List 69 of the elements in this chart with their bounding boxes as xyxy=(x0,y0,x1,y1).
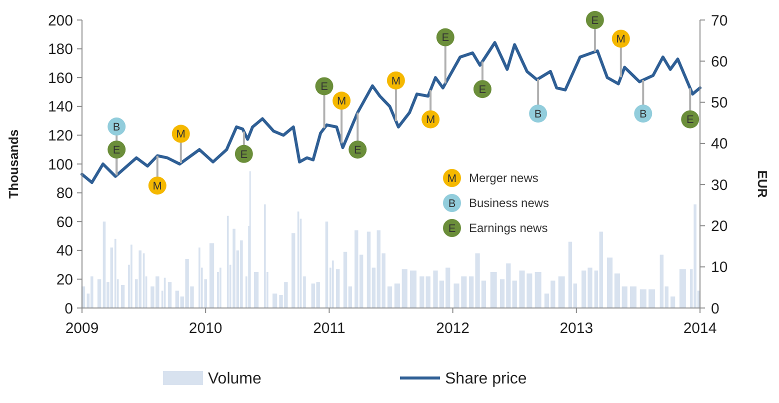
bar xyxy=(168,282,172,308)
bar xyxy=(420,276,424,308)
annotation: Merger news xyxy=(469,171,538,186)
annotation: E xyxy=(591,14,599,27)
bar xyxy=(90,276,94,308)
annotation: E xyxy=(320,81,328,94)
y-tick-label: 60 xyxy=(56,214,73,231)
annotation: Earnings news xyxy=(469,221,548,236)
y2-tick-label: 50 xyxy=(711,94,728,112)
y2-tick-label: 30 xyxy=(711,176,728,194)
bar xyxy=(512,280,517,308)
annotation: E xyxy=(686,114,694,126)
y2-tick-label: 0 xyxy=(711,300,720,318)
x-tick-label: 2013 xyxy=(560,320,594,337)
bar xyxy=(138,250,142,308)
annotation: M xyxy=(152,180,162,192)
bar xyxy=(426,276,430,308)
bar xyxy=(97,279,102,308)
annotation: B xyxy=(448,198,456,210)
bar xyxy=(670,296,676,308)
bar xyxy=(272,294,278,308)
bar xyxy=(120,284,125,308)
annotation: Business news xyxy=(469,196,550,210)
annotation: B xyxy=(112,121,120,134)
x-tick-label: 2012 xyxy=(436,320,470,337)
y2-tick-label: 10 xyxy=(711,259,728,276)
y2-tick-label: 20 xyxy=(711,218,728,235)
x-tick-label: 2010 xyxy=(188,320,222,337)
y-axis-title: Thousands xyxy=(6,129,21,199)
annotation: M xyxy=(176,128,186,141)
annotation: E xyxy=(478,84,486,96)
y-tick-label: 180 xyxy=(48,41,73,58)
y2-tick-label: 60 xyxy=(711,53,728,70)
bar xyxy=(240,240,243,308)
annotation: E xyxy=(354,144,362,156)
y2-tick-label: 40 xyxy=(711,136,728,153)
y-tick-label: 160 xyxy=(48,70,73,87)
bar xyxy=(209,243,214,308)
y2-axis-title: EUR xyxy=(755,170,770,198)
annotation: E xyxy=(240,148,248,161)
legend-label: Volume xyxy=(208,370,262,388)
legend-label: Share price xyxy=(445,370,527,388)
y-tick-label: 0 xyxy=(64,300,73,318)
bar xyxy=(254,272,259,308)
annotation: B xyxy=(639,108,647,120)
annotation: M xyxy=(391,75,401,88)
bar xyxy=(336,269,340,308)
y-tick-label: 40 xyxy=(56,242,73,260)
annotation: E xyxy=(112,144,120,156)
y-tick-label: 140 xyxy=(48,98,73,116)
x-tick-label: 2009 xyxy=(65,320,99,337)
annotation: B xyxy=(534,108,542,120)
y-tick-label: 120 xyxy=(48,127,73,144)
annotation: E xyxy=(448,222,456,235)
y-tick-label: 20 xyxy=(56,271,73,288)
annotation: M xyxy=(616,34,626,46)
annotation: M xyxy=(336,95,346,108)
bar xyxy=(232,228,236,308)
y2-tick-label: 70 xyxy=(711,12,728,30)
bar xyxy=(694,204,696,308)
y-tick-label: 100 xyxy=(48,156,73,174)
annotation: E xyxy=(442,32,450,44)
x-tick-label: 2014 xyxy=(683,320,717,337)
bar xyxy=(387,286,392,308)
annotation: M xyxy=(426,114,436,126)
y-tick-label: 200 xyxy=(48,12,73,30)
x-tick-label: 2011 xyxy=(313,320,346,337)
annotation: M xyxy=(447,172,457,185)
y-tick-label: 80 xyxy=(56,185,73,202)
